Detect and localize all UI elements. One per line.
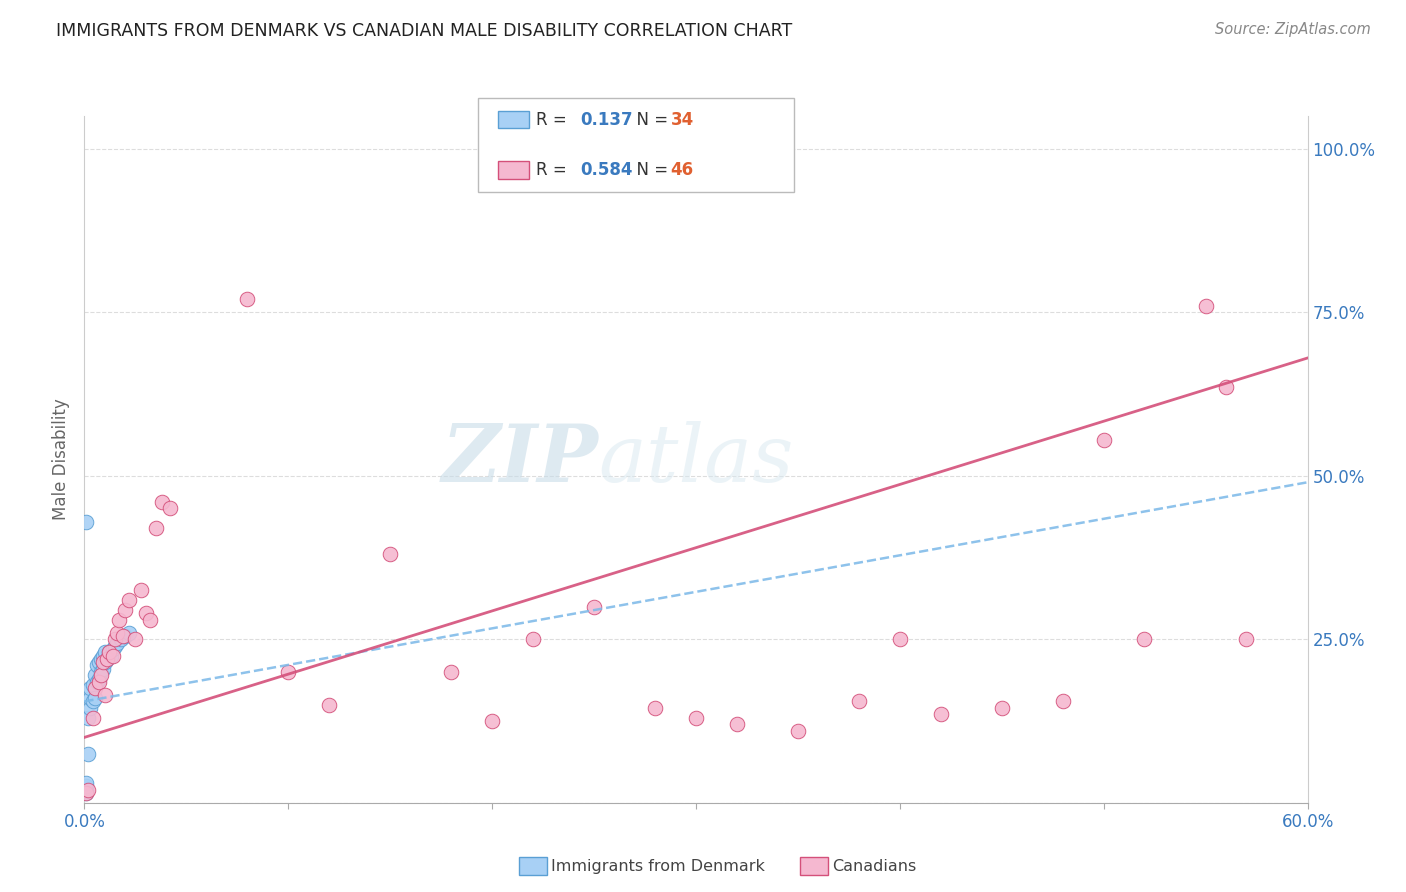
Point bbox=[135, 606, 157, 620]
Point bbox=[79, 691, 101, 706]
Point bbox=[481, 714, 503, 728]
Point bbox=[318, 698, 340, 712]
Point bbox=[90, 665, 112, 679]
Point bbox=[104, 632, 127, 647]
Point bbox=[87, 672, 110, 686]
Point bbox=[87, 674, 110, 689]
Point bbox=[105, 635, 128, 649]
Point bbox=[83, 681, 105, 696]
Text: 46: 46 bbox=[671, 161, 693, 179]
Point bbox=[110, 632, 132, 647]
Point bbox=[1215, 380, 1237, 394]
Point bbox=[91, 655, 114, 669]
Point bbox=[644, 701, 666, 715]
Point bbox=[582, 599, 605, 614]
Point bbox=[380, 547, 402, 561]
Point bbox=[77, 711, 100, 725]
Point bbox=[93, 688, 115, 702]
Point bbox=[138, 613, 160, 627]
Point bbox=[82, 678, 104, 692]
Text: atlas: atlas bbox=[598, 421, 793, 498]
Text: 34: 34 bbox=[671, 111, 695, 128]
Point bbox=[96, 652, 118, 666]
Point bbox=[91, 648, 114, 663]
Point bbox=[1234, 632, 1257, 647]
Point bbox=[685, 711, 707, 725]
Point bbox=[1133, 632, 1156, 647]
Point bbox=[101, 642, 124, 657]
Point bbox=[991, 701, 1014, 715]
Text: Immigrants from Denmark: Immigrants from Denmark bbox=[551, 859, 765, 873]
Point bbox=[75, 515, 97, 529]
Point bbox=[87, 655, 110, 669]
Point bbox=[75, 786, 97, 800]
Point bbox=[118, 593, 141, 607]
Point bbox=[118, 625, 141, 640]
Text: N =: N = bbox=[626, 161, 673, 179]
Point bbox=[725, 717, 748, 731]
Point bbox=[83, 691, 105, 706]
Text: 0.584: 0.584 bbox=[581, 161, 633, 179]
Text: Canadians: Canadians bbox=[832, 859, 917, 873]
Point bbox=[100, 648, 122, 663]
Point bbox=[277, 665, 299, 679]
Point bbox=[522, 632, 544, 647]
Point bbox=[90, 668, 112, 682]
Point bbox=[105, 625, 128, 640]
Point bbox=[77, 782, 100, 797]
Point bbox=[101, 648, 124, 663]
Point bbox=[112, 629, 135, 643]
Point bbox=[1092, 433, 1115, 447]
Point bbox=[848, 694, 870, 708]
Text: 0.137: 0.137 bbox=[581, 111, 633, 128]
Point bbox=[124, 632, 146, 647]
Point bbox=[79, 681, 101, 696]
Point bbox=[90, 652, 112, 666]
Point bbox=[929, 707, 952, 722]
Text: ZIP: ZIP bbox=[441, 421, 598, 498]
Point bbox=[1195, 299, 1218, 313]
Text: IMMIGRANTS FROM DENMARK VS CANADIAN MALE DISABILITY CORRELATION CHART: IMMIGRANTS FROM DENMARK VS CANADIAN MALE… bbox=[56, 22, 793, 40]
Point bbox=[150, 495, 173, 509]
Point bbox=[96, 652, 118, 666]
Point bbox=[114, 629, 136, 643]
Point bbox=[86, 674, 108, 689]
Point bbox=[1052, 694, 1074, 708]
Point bbox=[82, 711, 104, 725]
Point bbox=[93, 645, 115, 659]
Text: R =: R = bbox=[536, 161, 572, 179]
Point bbox=[91, 662, 114, 676]
Point bbox=[159, 501, 181, 516]
Point bbox=[236, 292, 259, 306]
Point bbox=[787, 723, 810, 738]
Text: Source: ZipAtlas.com: Source: ZipAtlas.com bbox=[1215, 22, 1371, 37]
Text: R =: R = bbox=[536, 111, 572, 128]
Point bbox=[75, 776, 97, 790]
Point bbox=[77, 747, 100, 761]
Point bbox=[440, 665, 463, 679]
Point bbox=[114, 603, 136, 617]
Point bbox=[83, 668, 105, 682]
Point bbox=[145, 521, 167, 535]
Point bbox=[93, 655, 115, 669]
Point bbox=[104, 639, 127, 653]
Point bbox=[75, 780, 97, 794]
Y-axis label: Male Disability: Male Disability bbox=[52, 399, 70, 520]
Point bbox=[75, 784, 97, 798]
Point bbox=[889, 632, 911, 647]
Point bbox=[82, 694, 104, 708]
Point bbox=[79, 701, 101, 715]
Point bbox=[131, 583, 153, 598]
Text: N =: N = bbox=[626, 111, 673, 128]
Point bbox=[108, 613, 131, 627]
Point bbox=[86, 658, 108, 673]
Point bbox=[97, 645, 120, 659]
Point bbox=[97, 645, 120, 659]
Point bbox=[75, 786, 97, 800]
Point bbox=[75, 782, 97, 797]
